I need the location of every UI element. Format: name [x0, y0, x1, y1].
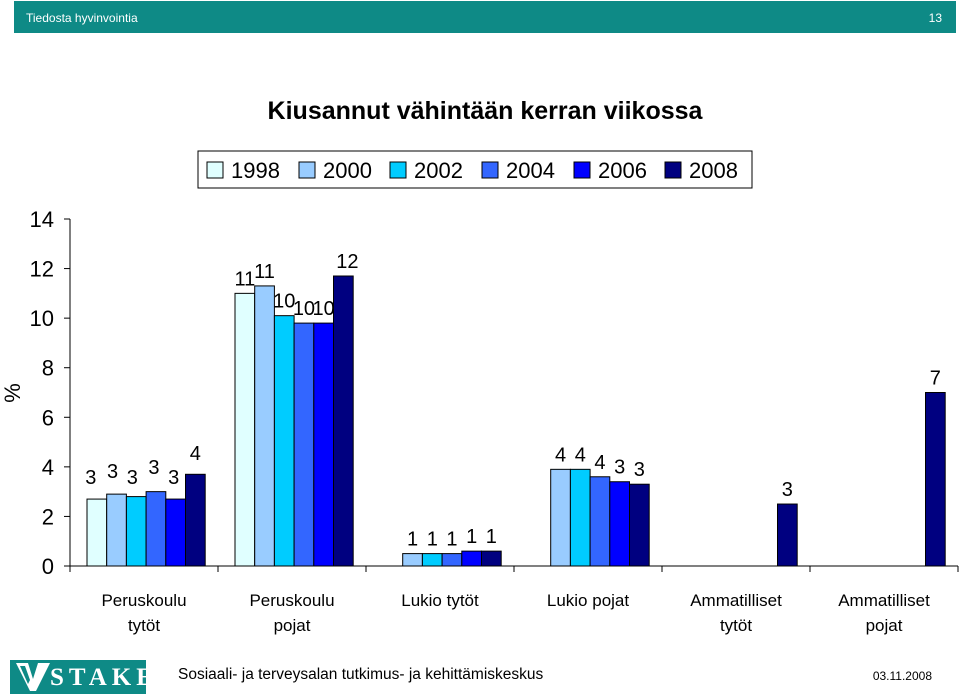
data-label: 4	[555, 444, 566, 466]
bar-chart: Kiusannut vähintään kerran viikossa 1998 2…	[0, 97, 959, 635]
legend-swatch	[298, 161, 316, 179]
y-tick-label: 12	[30, 257, 54, 282]
bar	[86, 498, 108, 567]
legend-label: 2008	[689, 158, 738, 183]
legend-label: 2000	[323, 158, 372, 183]
bar	[481, 550, 502, 567]
x-tick-label: tytöt	[720, 616, 752, 635]
data-label: 10	[293, 298, 315, 320]
bar	[145, 491, 167, 567]
organization-name: Sosiaali- ja terveysalan tutkimus- ja ke…	[178, 666, 544, 683]
bar	[421, 553, 443, 567]
footer-date: 03.11.2008	[872, 669, 932, 683]
bar	[273, 315, 295, 567]
legend-box	[197, 150, 753, 189]
y-tick-label: 10	[30, 306, 54, 331]
bar	[254, 285, 275, 567]
stakes-logo-mark-icon	[16, 663, 50, 691]
data-label: 3	[85, 467, 96, 489]
data-label: 11	[234, 268, 255, 290]
chart-title: Kiusannut vähintään kerran viikossa	[268, 97, 704, 125]
data-label: 3	[614, 457, 625, 479]
data-label: 3	[127, 467, 138, 489]
bar	[333, 275, 354, 567]
bar	[925, 392, 946, 567]
bar	[777, 503, 798, 567]
header-bar: Tiedosta hyvinvointia 13	[14, 1, 956, 33]
y-tick-label: 14	[30, 207, 54, 232]
data-label: 12	[336, 251, 358, 273]
y-tick-label: 6	[42, 405, 54, 430]
data-label: 1	[466, 526, 477, 548]
bar	[293, 322, 315, 567]
data-label: 3	[634, 459, 645, 481]
legend-label: 2002	[414, 158, 463, 183]
data-label: 1	[486, 526, 497, 548]
bar	[629, 483, 650, 567]
x-tick-label: Peruskoulu	[101, 591, 186, 610]
bar	[106, 493, 127, 567]
y-tick-label: 4	[42, 455, 54, 480]
data-label: 1	[407, 529, 418, 551]
legend-label: 2006	[598, 158, 647, 183]
legend-label: 1998	[231, 158, 280, 183]
x-tick-label: tytöt	[128, 616, 160, 635]
data-label: 4	[190, 443, 201, 465]
stakes-logo: STAKES	[10, 660, 172, 694]
legend-swatch	[206, 161, 224, 179]
bar	[125, 496, 147, 567]
x-tick-label: Lukio pojat	[547, 591, 630, 610]
y-tick-label: 2	[42, 504, 54, 529]
x-tick-label: pojat	[274, 616, 311, 635]
data-label: 3	[107, 461, 118, 483]
data-label: 4	[575, 444, 586, 466]
data-label: 1	[427, 529, 438, 551]
x-tick-label: Ammatilliset	[690, 591, 782, 610]
bar	[461, 550, 482, 567]
data-label: 10	[313, 298, 335, 320]
bar	[165, 498, 187, 567]
x-tick-label: pojat	[866, 616, 903, 635]
data-label: 3	[168, 467, 179, 489]
footer: STAKES Sosiaali- ja terveysalan tutkimus…	[0, 656, 960, 697]
x-tick-label: Lukio tytöt	[401, 591, 479, 610]
legend-swatch	[481, 161, 499, 179]
x-tick-label: Peruskoulu	[249, 591, 334, 610]
bar	[550, 468, 571, 567]
y-tick-label: 8	[42, 356, 54, 381]
page-number: 13	[928, 11, 942, 25]
legend-swatch	[573, 161, 591, 179]
legend-swatch	[664, 161, 682, 179]
data-label: 11	[254, 261, 275, 283]
bar	[313, 322, 334, 567]
legend-swatch	[389, 161, 407, 179]
bar	[569, 468, 591, 567]
data-label: 7	[930, 368, 941, 390]
logo-text: STAKES	[50, 664, 177, 691]
y-axis-label: %	[0, 383, 25, 403]
data-label: 10	[273, 291, 295, 313]
bar	[609, 481, 630, 567]
bar	[234, 292, 256, 567]
data-label: 4	[594, 452, 605, 474]
bar	[441, 553, 463, 567]
data-label: 3	[782, 479, 793, 501]
y-tick-label: 0	[42, 554, 54, 579]
bar	[185, 473, 206, 567]
data-label: 1	[446, 529, 457, 551]
header-title: Tiedosta hyvinvointia	[26, 11, 138, 25]
bar	[589, 476, 611, 567]
bar	[402, 553, 423, 567]
legend-label: 2004	[506, 158, 555, 183]
data-label: 3	[148, 457, 159, 479]
x-tick-label: Ammatilliset	[838, 591, 930, 610]
